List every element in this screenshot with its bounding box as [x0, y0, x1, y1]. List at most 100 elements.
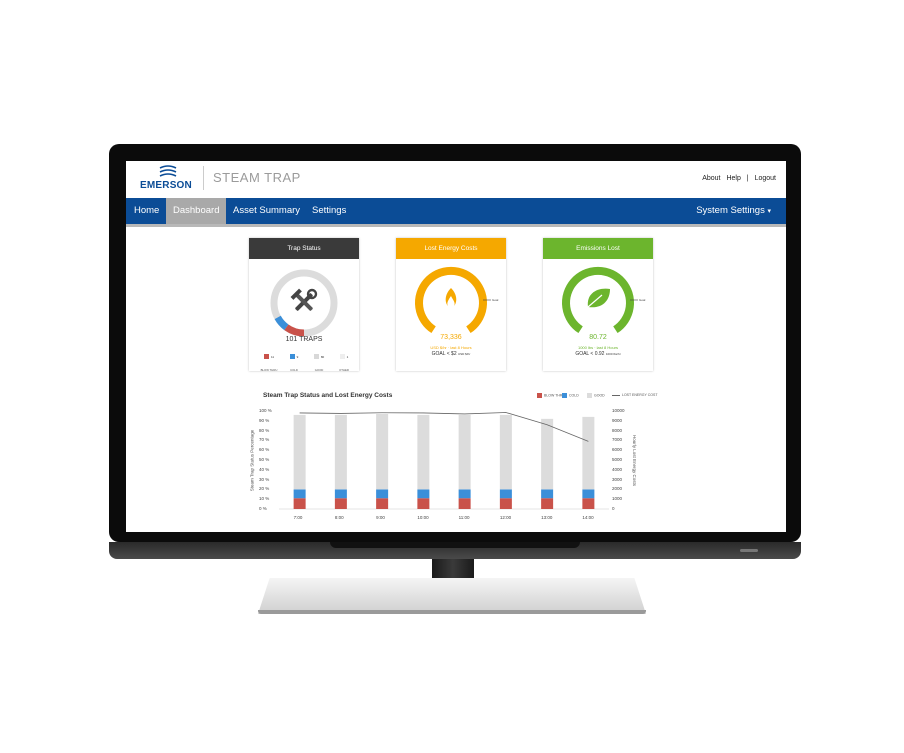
y2-tick-label: 2000	[612, 486, 623, 492]
trap-status-chart-panel: Steam Trap Status and Lost Energy Costs …	[249, 388, 657, 528]
bar-segment-cold[interactable]	[458, 489, 471, 499]
app-header: EMERSON STEAM TRAP About Help | Logout	[126, 161, 786, 198]
bar-segment-cold[interactable]	[293, 489, 306, 499]
y-tick-label: 80 %	[259, 427, 270, 433]
goal-unit: USD $/hr	[458, 352, 471, 356]
logout-link[interactable]: Logout	[754, 175, 776, 182]
chart-legend-item[interactable]: BLOW THRU	[537, 393, 565, 398]
chart-title: Steam Trap Status and Lost Energy Costs	[263, 392, 393, 399]
y-tick-label: 30 %	[259, 476, 270, 482]
bar-segment-good[interactable]	[334, 414, 347, 490]
link-separator: |	[746, 175, 749, 182]
emissions-gauge	[562, 266, 638, 334]
bar-segment-blow-thru[interactable]	[417, 498, 430, 509]
legend-swatch	[313, 354, 319, 360]
trap-count: 101 TRAPS	[285, 336, 323, 343]
y2-tick-label: 1000	[612, 496, 623, 502]
lost-energy-card[interactable]: Lost Energy Costs Goal 73,336 USD $/hr ·…	[396, 238, 506, 371]
bar-segment-cold[interactable]	[499, 489, 512, 499]
nav-home[interactable]: Home	[134, 205, 160, 216]
help-link[interactable]: Help	[726, 175, 741, 182]
bar-segment-good[interactable]	[541, 418, 554, 490]
trap-legend-item: 1 OTHER	[332, 348, 356, 372]
bar-segment-good[interactable]	[417, 414, 430, 490]
bar-segment-cold[interactable]	[376, 489, 389, 499]
goal-marker-label: Goal	[492, 298, 499, 302]
y2-tick-label: 10000	[612, 408, 625, 413]
chart-legend-item[interactable]: GOOD	[587, 393, 605, 398]
legend-swatch	[289, 354, 295, 360]
lost-energy-sub: USD $/hr · last 8 Hours	[430, 345, 472, 350]
y2-tick-label: 6000	[612, 447, 623, 453]
legend-label: LOST ENERGY COST	[622, 393, 658, 397]
emissions-card[interactable]: Emissions Lost Goal 80.72 1000 lbs · las…	[543, 238, 653, 371]
legend-label: OTHER	[339, 368, 349, 372]
bar-segment-blow-thru[interactable]	[541, 498, 554, 509]
legend-label: GOOD	[594, 393, 605, 398]
chart-legend-item[interactable]: LOST ENERGY COST	[612, 393, 657, 397]
bar-segment-cold[interactable]	[334, 489, 347, 499]
bar-segment-blow-thru[interactable]	[458, 498, 471, 509]
bar-segment-blow-thru[interactable]	[582, 498, 595, 509]
goal-text: GOAL < $2	[431, 351, 457, 357]
x-tick-label: 10:00	[417, 515, 429, 520]
bar-segment-cold[interactable]	[582, 489, 595, 499]
nav-asset-summary[interactable]: Asset Summary	[233, 205, 301, 216]
nav-dashboard[interactable]: Dashboard	[166, 198, 227, 224]
y-tick-label: 10 %	[259, 496, 270, 502]
bar-segment-good[interactable]	[582, 416, 595, 490]
chart-plot	[279, 412, 609, 510]
legend-swatch	[562, 393, 567, 398]
bar-segment-good[interactable]	[376, 413, 389, 490]
bar-segment-blow-thru[interactable]	[334, 498, 347, 509]
y-tick-label: 0 %	[259, 506, 267, 511]
bar-segment-good[interactable]	[293, 414, 306, 490]
y2-tick-label: 5000	[612, 457, 623, 462]
bar-segment-good[interactable]	[499, 414, 512, 490]
monitor-chin	[109, 542, 801, 559]
lost-energy-line[interactable]	[299, 412, 589, 442]
legend-swatch	[587, 393, 592, 398]
x-tick-label: 11:00	[458, 515, 470, 520]
header-links: About Help | Logout	[700, 175, 778, 182]
lost-energy-value: 73,336	[440, 334, 462, 341]
chart-legend-item[interactable]: COLD	[562, 393, 579, 398]
chevron-down-icon: ▾	[767, 208, 771, 215]
trap-legend-item: 11 BLOW THRU	[257, 348, 281, 372]
nav-system-settings[interactable]: System Settings ▾	[689, 198, 778, 224]
y-tick-label: 90 %	[259, 417, 270, 423]
x-tick-label: 9:00	[376, 515, 385, 520]
monitor-stand-edge	[258, 610, 646, 614]
legend-label: COLD	[290, 368, 298, 372]
bar-segment-blow-thru[interactable]	[499, 498, 512, 509]
about-link[interactable]: About	[702, 175, 721, 182]
nav-settings[interactable]: Settings	[312, 205, 347, 216]
trap-legend-item: 9 COLD	[282, 348, 306, 372]
bar-segment-blow-thru[interactable]	[293, 498, 306, 509]
y2-tick-label: 0	[612, 506, 615, 511]
y-tick-label: 70 %	[259, 437, 270, 443]
emissions-goal: GOAL < 0.92 1000 lbs/hr	[543, 351, 653, 357]
y-tick-label: 60 %	[259, 447, 270, 453]
goal-text: GOAL < 0.92	[575, 351, 605, 357]
bar-segment-cold[interactable]	[417, 489, 430, 499]
y-tick-label: 20 %	[259, 486, 270, 492]
legend-label: BLOW THRU	[544, 393, 565, 398]
emerson-mark-icon	[159, 165, 177, 177]
x-tick-label: 12:00	[499, 515, 512, 520]
emerson-logo[interactable]: EMERSON	[140, 165, 195, 195]
y2-tick-label: 4000	[612, 466, 623, 472]
legend-swatch	[339, 354, 345, 360]
x-tick-label: 14:00	[582, 515, 594, 520]
bar-segment-good[interactable]	[458, 414, 471, 490]
y2-tick-label: 8000	[612, 427, 623, 433]
legend-value: 9	[296, 354, 299, 359]
bar-segment-cold[interactable]	[541, 489, 554, 499]
y-tick-label: 40 %	[259, 466, 270, 472]
card-title: Emissions Lost	[543, 238, 653, 259]
main-nav: Home Dashboard Asset Summary Settings Sy…	[126, 198, 786, 227]
bar-segment-blow-thru[interactable]	[376, 498, 389, 509]
trap-status-card[interactable]: Trap Status 101 TRAPS 11 BLOW THRU 9 COLD 80…	[249, 238, 359, 372]
x-tick-label: 13:00	[541, 515, 553, 520]
legend-value: 11	[270, 354, 275, 359]
